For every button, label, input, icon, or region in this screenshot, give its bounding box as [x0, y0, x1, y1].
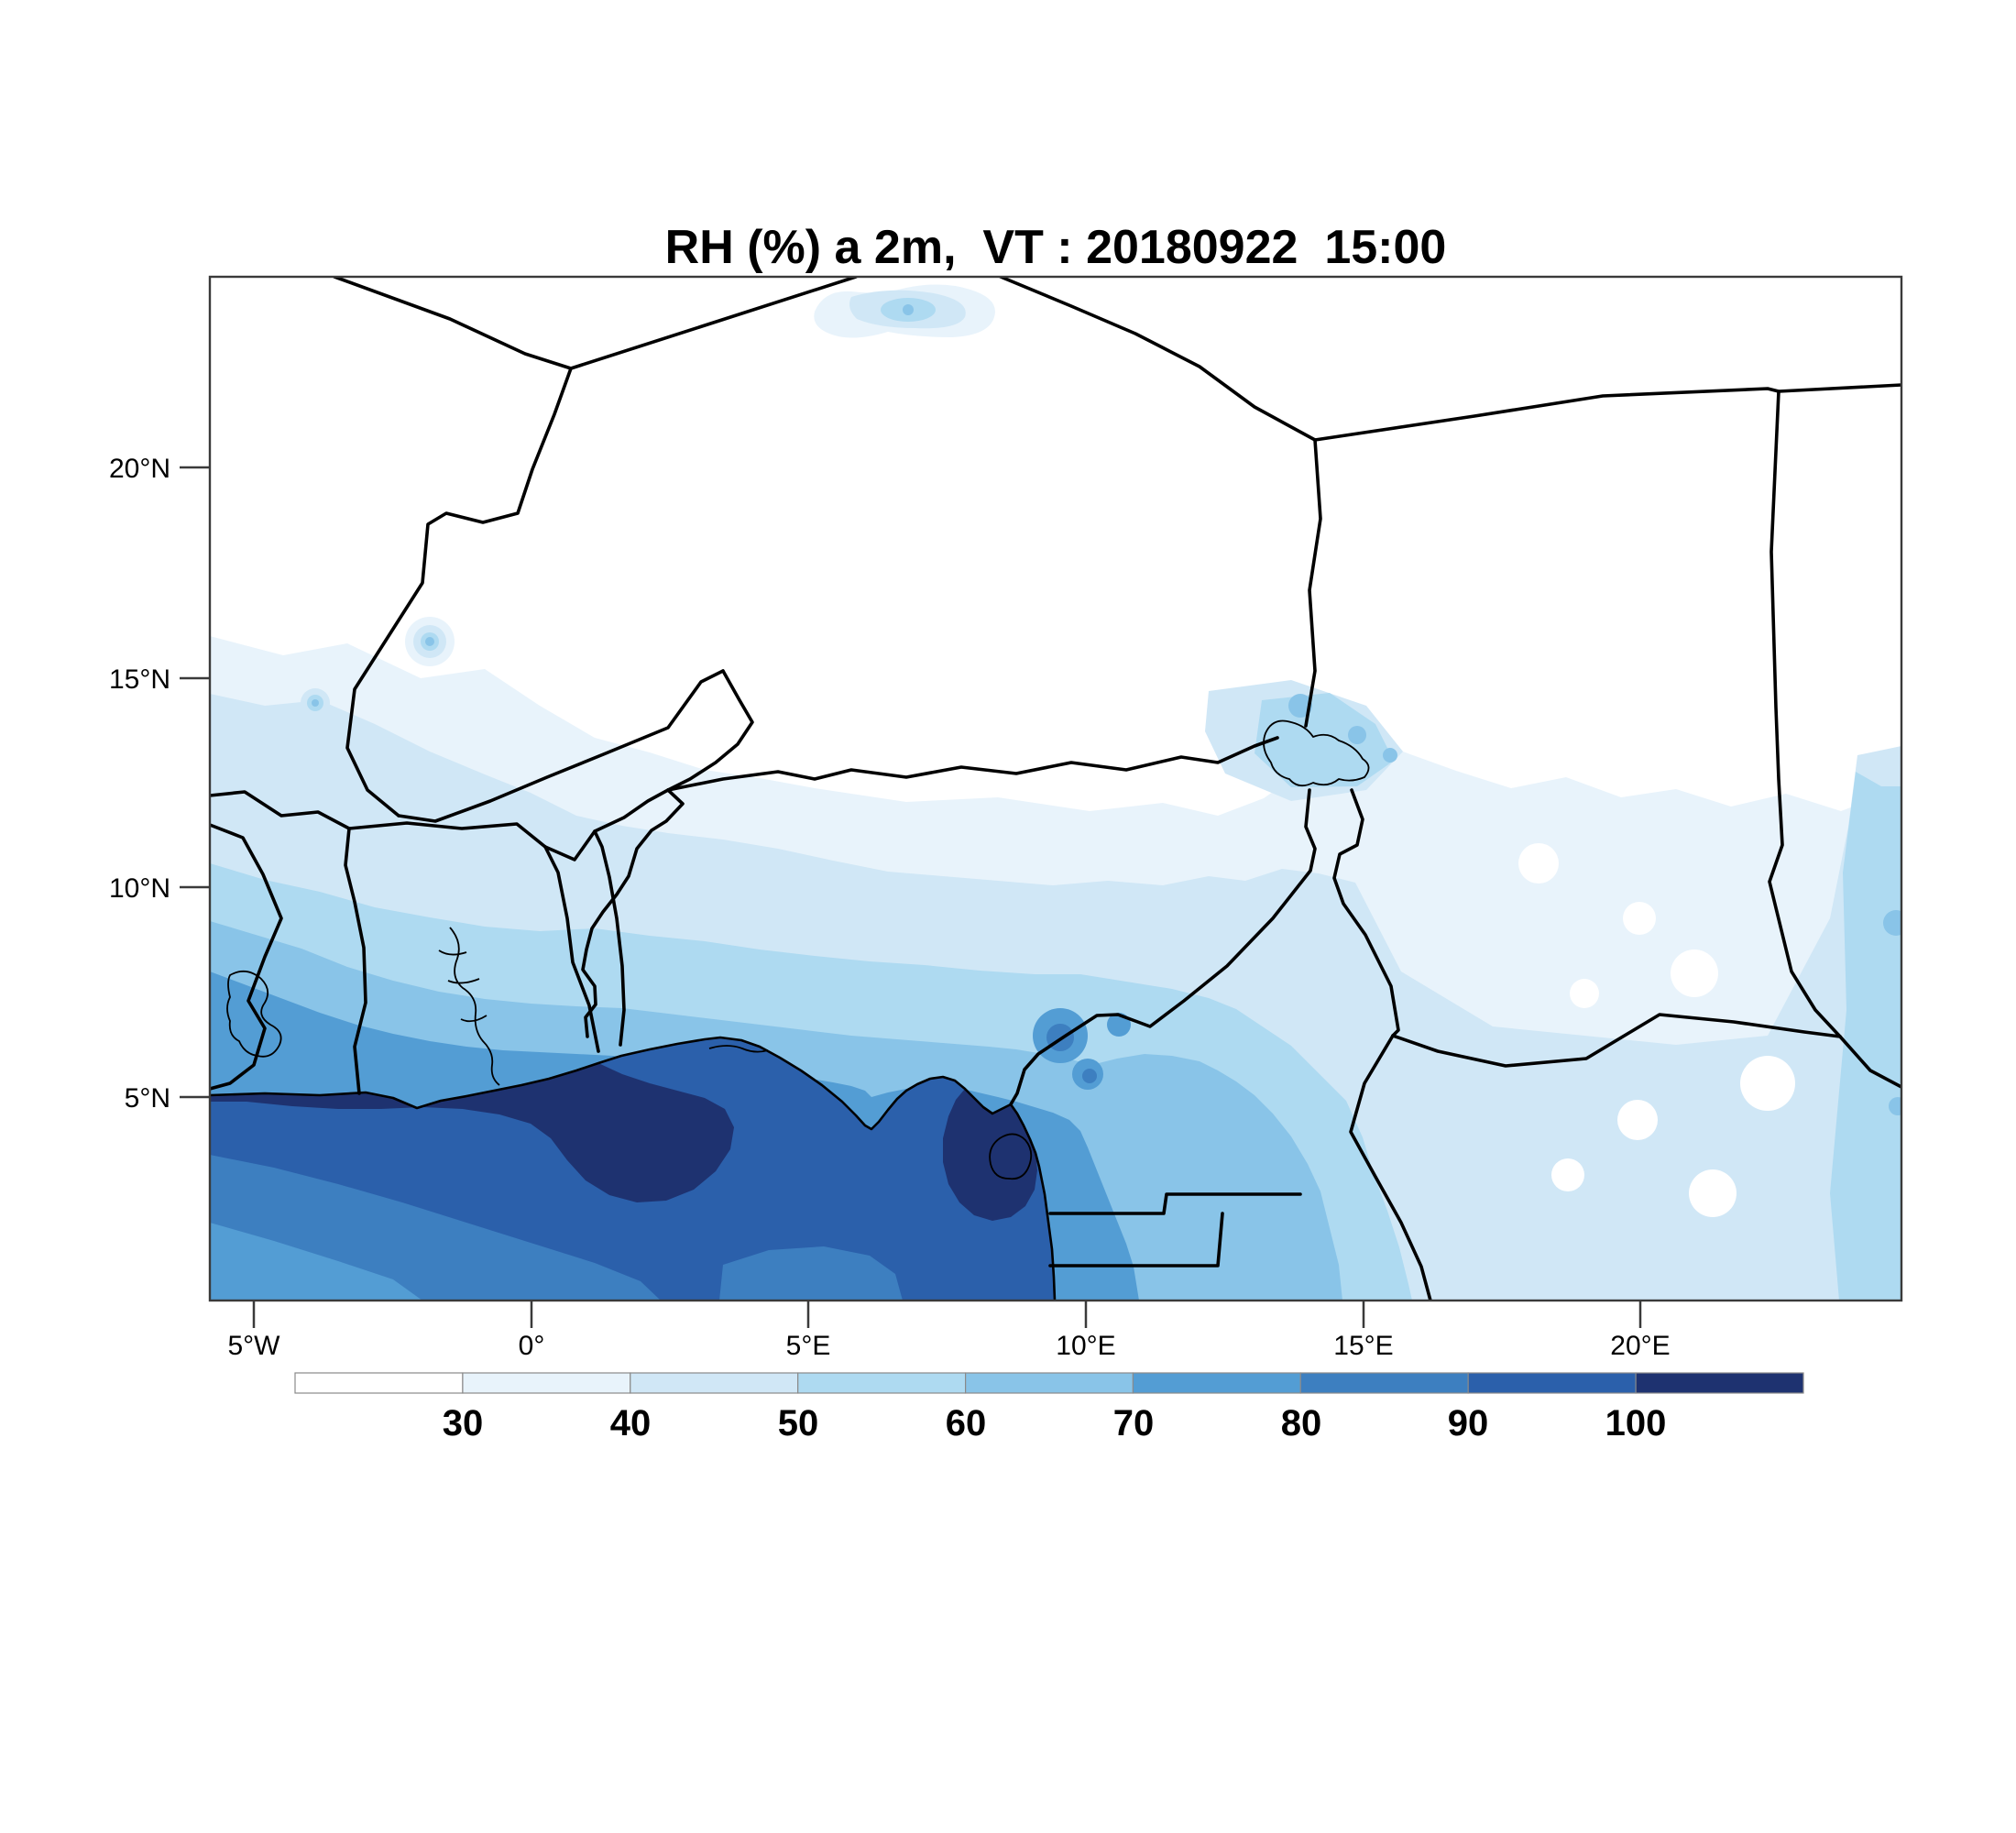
border-burkina-south [347, 821, 547, 849]
dry-patches-east [1518, 843, 1795, 1217]
colorbar-label: 60 [946, 1403, 987, 1443]
border-cameroon-eq-guinea [1048, 1192, 1302, 1215]
border-ivorycoast-mali [210, 790, 351, 830]
border-car-cameroon [1349, 1034, 1432, 1301]
contour-50-lakechad-blob [1255, 693, 1394, 787]
colorbar-segment [1467, 1372, 1637, 1394]
y-tick-label: 10°N [109, 873, 170, 904]
border-togo-benin [593, 829, 626, 1047]
colorbar-segment [1635, 1372, 1804, 1394]
lake-volta-outline [438, 927, 500, 1086]
ocean-100-west-band [210, 1063, 734, 1202]
lagos-lagoon-outline [708, 1045, 769, 1053]
colorbar-label: 40 [610, 1403, 652, 1443]
colorbar-segment [294, 1372, 464, 1394]
colorbar-segment [797, 1372, 967, 1394]
ocean-70-corner [210, 1223, 422, 1301]
colorbar: 30 40 50 60 70 80 90 100 [294, 1372, 1804, 1443]
border-benin-north [543, 788, 670, 862]
border-eq-guinea-gabon [1048, 1212, 1224, 1268]
y-tick-label: 15°N [109, 664, 170, 695]
border-libya-niger [999, 277, 1317, 442]
border-burkina-north [397, 669, 725, 823]
border-libya-chad [1313, 383, 1901, 442]
coastline [210, 1036, 1057, 1301]
bioko-island-outline [989, 1133, 1033, 1180]
x-tick-label: 5°W [228, 1331, 281, 1361]
x-tick-label: 5°E [786, 1331, 831, 1361]
colorbar-label: 100 [1605, 1403, 1667, 1443]
ocean-80-bottom-patch [719, 1246, 903, 1301]
border-niger-chad [1304, 438, 1322, 728]
border-sudan-car [1838, 1035, 1901, 1089]
colorbar-segment [964, 1372, 1134, 1394]
border-chad-sudan [1768, 390, 1842, 1038]
contour-60-spots [312, 304, 1901, 1115]
border-benin-nigeria [581, 788, 685, 1038]
lake-chad-outline [1263, 719, 1370, 787]
colorbar-label: 30 [443, 1403, 484, 1443]
colorbar-segment [462, 1372, 631, 1394]
colorbar-label: 50 [778, 1403, 819, 1443]
x-tick-label: 10°E [1056, 1331, 1115, 1361]
contour-50-east-edge-band [1830, 772, 1901, 1301]
x-tick-label: 0° [519, 1331, 545, 1361]
x-tick-label: 20°E [1610, 1331, 1670, 1361]
map-frame [208, 275, 1903, 1302]
border-mali-south [345, 367, 573, 818]
y-tick-label: 5°N [125, 1083, 170, 1114]
plot-title: RH (%) a 2m, VT : 20180922 15:00 [664, 221, 1447, 274]
y-tick-label: 20°N [109, 454, 170, 484]
colorbar-segment [630, 1372, 799, 1394]
y-axis: 20°N 15°N 10°N 5°N [109, 454, 210, 1114]
colorbar-label: 80 [1281, 1403, 1322, 1443]
border-nigeria-cameroon [1009, 788, 1317, 1106]
colorbar-label: 70 [1113, 1403, 1155, 1443]
map-area [210, 277, 1901, 1301]
border-algeria-wedge [333, 277, 858, 370]
colorbar-segment [1299, 1372, 1469, 1394]
colorbar-label: 90 [1448, 1403, 1489, 1443]
border-ghana-togo [543, 845, 600, 1053]
x-tick-label: 15°E [1333, 1331, 1393, 1361]
border-ivorycoast-liberia [210, 823, 283, 1091]
border-chad-west [1332, 788, 1400, 1037]
border-niger-benin [666, 669, 754, 792]
border-chad-car [1391, 1013, 1842, 1068]
x-axis: 5°W 0° 5°E 10°E 15°E 20°E [228, 1301, 1671, 1361]
country-borders [210, 277, 1901, 1301]
border-niger-nigeria [666, 736, 1279, 792]
colorbar-segment [1132, 1372, 1301, 1394]
border-ghana-ivorycoast [344, 827, 367, 1095]
west-lagoon-outline [226, 970, 282, 1058]
